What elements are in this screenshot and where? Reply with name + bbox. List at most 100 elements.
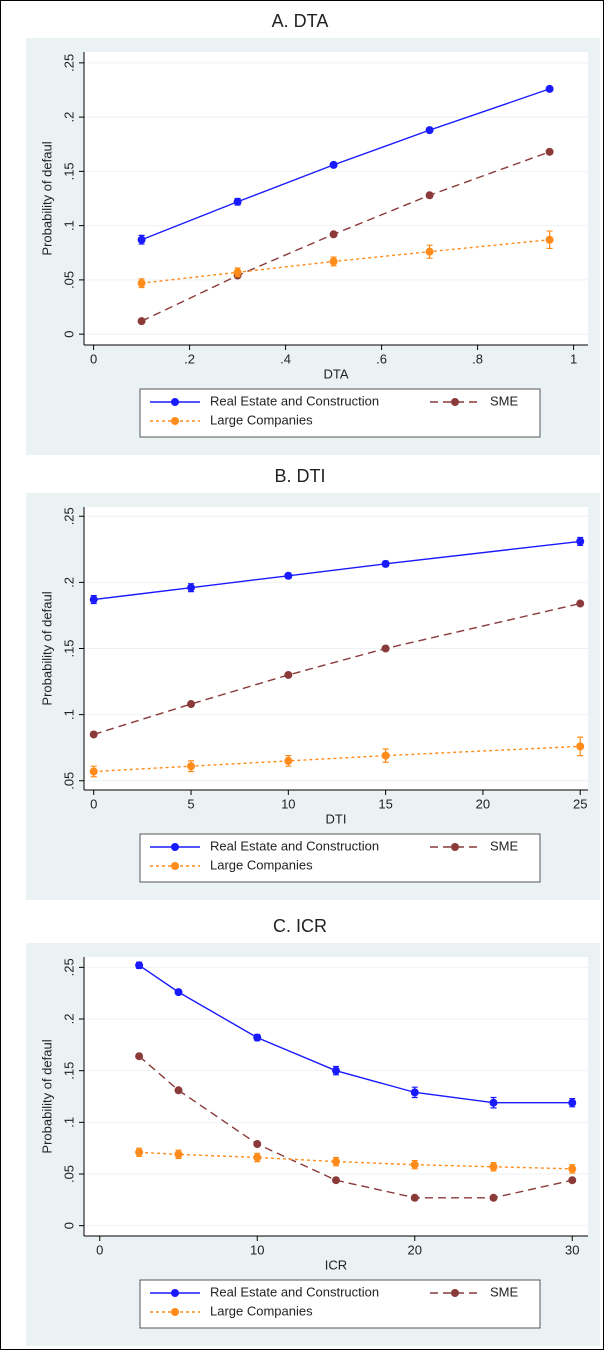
- data-point: [174, 988, 183, 997]
- legend-marker: [451, 1289, 459, 1297]
- y-tick-label: .05: [61, 271, 76, 289]
- panel-title: A. DTA: [272, 11, 329, 31]
- y-tick-label: .25: [61, 507, 76, 525]
- data-point: [489, 1098, 498, 1107]
- data-point: [568, 1176, 577, 1185]
- x-tick-label: 5: [187, 796, 194, 811]
- data-point: [137, 317, 146, 326]
- legend-label: Real Estate and Construction: [210, 393, 379, 408]
- panel-title: C. ICR: [273, 916, 327, 936]
- y-tick-label: 0: [61, 331, 76, 338]
- data-point: [174, 1150, 183, 1159]
- plot-area: [84, 52, 588, 345]
- data-point: [381, 751, 390, 760]
- data-point: [332, 1066, 340, 1075]
- legend-marker: [171, 843, 179, 851]
- legend-marker: [451, 843, 459, 851]
- y-tick-label: .2: [61, 112, 76, 123]
- x-axis-label: ICR: [325, 1257, 347, 1272]
- y-axis-label: Probability of defaul: [39, 1039, 54, 1153]
- legend-marker: [171, 417, 179, 425]
- data-point: [89, 730, 98, 739]
- data-point: [329, 160, 338, 169]
- data-point: [545, 147, 554, 156]
- data-point: [253, 1140, 262, 1149]
- y-tick-label: .1: [61, 709, 76, 720]
- plot-area: [84, 957, 588, 1236]
- legend-box: [139, 833, 541, 883]
- data-point: [545, 235, 554, 244]
- data-point: [381, 559, 390, 568]
- data-point: [253, 1153, 262, 1162]
- data-point: [135, 1148, 144, 1157]
- y-tick-label: .2: [61, 577, 76, 588]
- y-tick-label: .25: [61, 54, 76, 72]
- data-point: [89, 767, 98, 776]
- x-tick-label: 0: [90, 351, 97, 366]
- legend-label: Large Companies: [210, 857, 313, 872]
- x-axis-label: DTI: [326, 811, 347, 826]
- data-point: [410, 1088, 419, 1097]
- data-point: [489, 1193, 498, 1202]
- data-point: [187, 700, 196, 709]
- data-point: [329, 230, 338, 239]
- data-point: [425, 126, 434, 135]
- legend-box: [139, 388, 541, 438]
- data-point: [233, 268, 242, 277]
- data-point: [489, 1162, 498, 1171]
- data-point: [137, 235, 146, 244]
- y-tick-label: .05: [61, 1165, 76, 1183]
- x-tick-label: 30: [565, 1242, 579, 1257]
- data-point: [329, 257, 338, 266]
- x-tick-label: 15: [378, 796, 392, 811]
- data-point: [576, 599, 585, 608]
- data-point: [410, 1160, 419, 1169]
- legend-label: Large Companies: [210, 412, 313, 427]
- y-tick-label: .1: [61, 1117, 76, 1128]
- data-point: [425, 247, 434, 256]
- x-tick-label: 1: [570, 351, 577, 366]
- data-point: [332, 1157, 340, 1166]
- data-point: [187, 583, 196, 592]
- legend-label: Real Estate and Construction: [210, 838, 379, 853]
- x-tick-label: 0: [90, 796, 97, 811]
- legend-label: Large Companies: [210, 1303, 313, 1318]
- y-tick-label: .25: [61, 958, 76, 976]
- data-point: [568, 1164, 577, 1173]
- legend-marker: [451, 398, 459, 406]
- x-tick-label: 20: [408, 1242, 422, 1257]
- y-axis-label: Probability of defaul: [39, 591, 54, 705]
- y-tick-label: 0: [61, 1222, 76, 1229]
- y-tick-label: .05: [61, 772, 76, 790]
- data-point: [332, 1176, 340, 1185]
- y-tick-label: .2: [61, 1014, 76, 1025]
- y-tick-label: .15: [61, 162, 76, 180]
- x-tick-label: .6: [376, 351, 387, 366]
- x-tick-label: .2: [184, 351, 195, 366]
- legend-label: Real Estate and Construction: [210, 1284, 379, 1299]
- data-point: [233, 197, 242, 206]
- legend-marker: [171, 1308, 179, 1316]
- panel-title: B. DTI: [274, 466, 325, 486]
- data-point: [174, 1086, 183, 1095]
- legend-marker: [171, 862, 179, 870]
- x-tick-label: 10: [250, 1242, 264, 1257]
- legend-label: SME: [490, 1284, 519, 1299]
- y-tick-label: .15: [61, 1062, 76, 1080]
- y-tick-label: .1: [61, 220, 76, 231]
- legend-marker: [171, 398, 179, 406]
- x-tick-label: .4: [280, 351, 291, 366]
- legend-box: [139, 1279, 541, 1329]
- x-tick-label: 20: [476, 796, 490, 811]
- x-tick-label: .8: [472, 351, 483, 366]
- y-axis-label: Probability of defaul: [39, 141, 54, 255]
- data-point: [410, 1193, 419, 1202]
- legend-label: SME: [490, 393, 519, 408]
- x-tick-label: 25: [573, 796, 587, 811]
- data-point: [425, 191, 434, 200]
- data-point: [187, 762, 196, 771]
- data-point: [284, 756, 293, 765]
- data-point: [135, 1052, 144, 1061]
- data-point: [381, 644, 390, 653]
